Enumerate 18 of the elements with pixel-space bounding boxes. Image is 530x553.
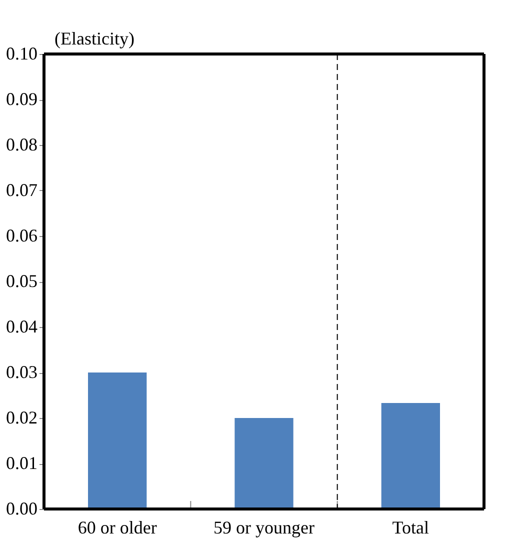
bar bbox=[234, 418, 294, 509]
y-tick-label: 0.01 bbox=[6, 453, 38, 473]
y-tick-label: 0.04 bbox=[6, 316, 38, 336]
y-tick-label: 0.09 bbox=[6, 89, 38, 109]
y-tick-label: 0.00 bbox=[6, 498, 38, 518]
y-tick-label: 0.07 bbox=[6, 180, 38, 200]
y-axis-title: (Elasticity) bbox=[54, 28, 134, 48]
y-tick-label: 0.03 bbox=[6, 362, 38, 382]
bar bbox=[88, 372, 147, 509]
x-tick-label: Total bbox=[392, 518, 430, 538]
y-tick-label: 0.02 bbox=[6, 408, 38, 428]
y-tick-label: 0.06 bbox=[6, 226, 38, 246]
bar bbox=[381, 402, 440, 509]
y-tick-label: 0.10 bbox=[6, 44, 38, 64]
x-tick-label: 60 or older bbox=[78, 518, 157, 538]
y-tick-label: 0.05 bbox=[6, 271, 38, 291]
y-tick-label: 0.08 bbox=[6, 134, 38, 154]
x-tick-label: 59 or younger bbox=[214, 518, 314, 538]
